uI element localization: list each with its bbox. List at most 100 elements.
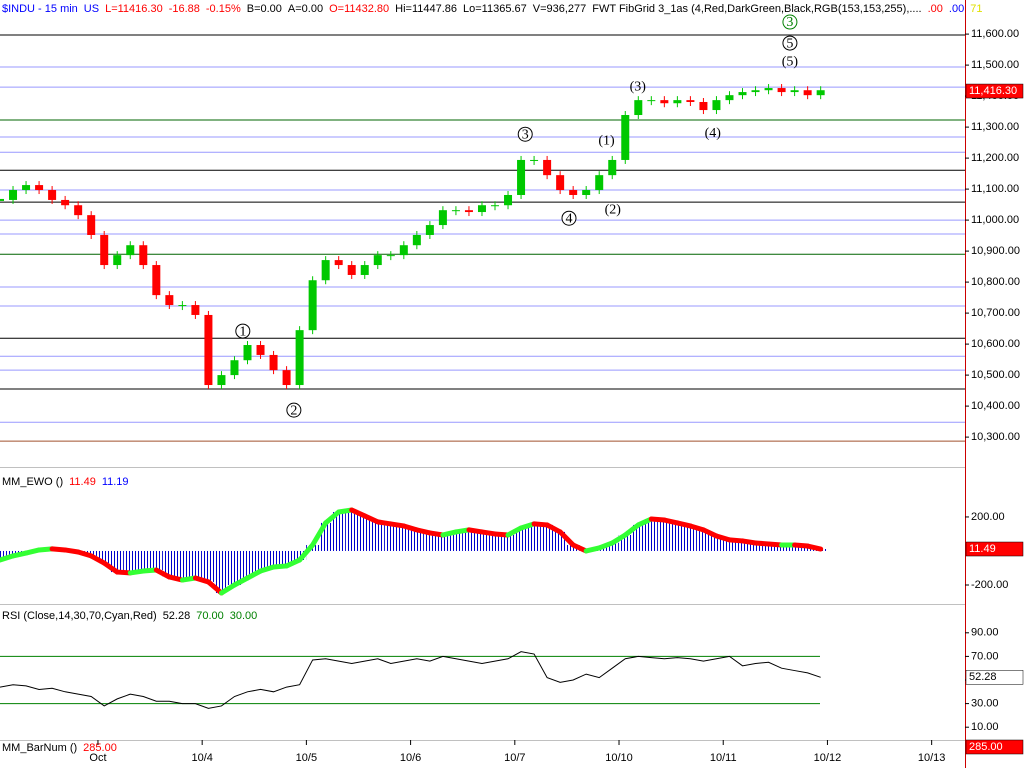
candle <box>217 375 226 386</box>
y-tick-label: 11,000.00 <box>971 214 1019 226</box>
ewo-bar <box>736 540 750 551</box>
ewo-bar <box>722 539 736 551</box>
ewo-bar <box>501 534 515 551</box>
wave-circle <box>782 14 798 30</box>
candle <box>803 90 812 96</box>
legend-text: .00 <box>928 3 943 15</box>
ewo-bar <box>371 521 385 551</box>
candle <box>477 205 486 213</box>
x-tick-label: 10/12 <box>814 752 842 764</box>
y-tick-label: 11,200.00 <box>971 152 1019 164</box>
candle <box>61 199 70 206</box>
candle <box>126 245 135 256</box>
ewo-bar <box>293 550 307 560</box>
ewo-bar <box>123 550 137 573</box>
legend-text: -16.88 <box>169 3 200 15</box>
y-tick-label: 30.00 <box>971 698 999 710</box>
rsi-line <box>0 651 821 709</box>
value-box <box>965 670 1024 685</box>
candle <box>530 159 539 161</box>
ewo-bar <box>332 512 346 551</box>
ewo-bar <box>514 528 528 551</box>
candle <box>595 175 604 191</box>
wave-label: 5 <box>786 36 793 51</box>
candle <box>334 260 343 266</box>
ewo-bar <box>214 550 228 593</box>
y-tick-label: 10,900.00 <box>971 245 1020 257</box>
ewo-bar <box>358 515 372 551</box>
ewo-line <box>101 560 120 575</box>
x-tick-label: 10/11 <box>710 752 737 764</box>
legend-text: RSI (Close,14,30,70,Cyan,Red) <box>2 610 157 622</box>
wave-label: 1 <box>239 324 246 339</box>
ewo-bar <box>241 550 255 579</box>
ewo-bar <box>384 523 398 551</box>
candle <box>425 225 434 235</box>
ewo-bar <box>410 529 424 551</box>
candle <box>569 190 578 195</box>
candle <box>556 175 565 191</box>
candle <box>582 190 591 195</box>
y-tick-label: 70.00 <box>971 650 999 662</box>
candle <box>673 100 682 104</box>
legend-text: 285.00 <box>83 742 117 754</box>
candle <box>451 210 460 212</box>
candle <box>712 100 721 111</box>
ewo-line <box>805 543 824 552</box>
ewo-bar <box>449 531 463 551</box>
legend-text: L=11416.30 <box>105 3 163 15</box>
ewo-bar <box>0 550 7 560</box>
ewo-bar <box>201 550 215 582</box>
legend-text: A=0.00 <box>288 3 323 15</box>
candle <box>191 305 200 315</box>
ewo-bar <box>605 542 619 551</box>
candle <box>295 330 304 386</box>
x-tick-label: 10/7 <box>504 752 525 764</box>
candle <box>738 92 747 96</box>
wave-circle <box>561 210 577 226</box>
ewo-bar <box>644 518 658 551</box>
candle <box>87 215 96 235</box>
y-tick-label: 10,800.00 <box>971 276 1020 288</box>
wave-label: (1) <box>598 133 615 148</box>
ewo-line <box>609 532 628 546</box>
y-tick-label: 10,700.00 <box>971 307 1020 319</box>
ewo-bar <box>540 524 554 551</box>
legend-text: V=936,277 <box>533 3 587 15</box>
legend-text: FWT FibGrid 3_1as (4,Red,DarkGreen,Black… <box>592 3 921 15</box>
candle <box>399 245 408 256</box>
x-tick-label: 10/4 <box>191 752 212 764</box>
candle <box>504 194 513 206</box>
ewo-bar <box>657 520 671 551</box>
ewo-bar <box>631 524 645 551</box>
ewo-line <box>622 522 641 538</box>
x-tick-label: Oct <box>89 752 106 764</box>
ewo-line <box>218 582 237 596</box>
candle <box>100 234 109 266</box>
y-tick-label: 90.00 <box>971 627 999 639</box>
ewo-bar <box>397 525 411 551</box>
legend-text: MM_BarNum () <box>2 742 77 754</box>
candle <box>491 205 500 207</box>
wave-label: 2 <box>290 403 297 418</box>
legend-text: 11.49 <box>69 476 96 488</box>
x-tick-label: 10/13 <box>918 752 946 764</box>
ewo-bar <box>162 550 176 577</box>
ewo-bar <box>136 550 150 572</box>
candle <box>74 205 83 216</box>
candle <box>204 314 213 386</box>
ewo-line <box>557 529 576 548</box>
candle <box>777 88 786 93</box>
candle <box>790 90 799 93</box>
value-box <box>965 83 1024 99</box>
value-box <box>965 739 1024 755</box>
candle <box>438 210 447 226</box>
candle <box>165 295 174 306</box>
legend-text: O=11432.80 <box>329 3 389 15</box>
ewo-bar <box>188 550 202 579</box>
candle <box>412 234 421 246</box>
wave-circle <box>235 323 251 339</box>
candle <box>152 265 161 296</box>
wave-label: 3 <box>786 15 793 30</box>
candle <box>686 100 695 102</box>
